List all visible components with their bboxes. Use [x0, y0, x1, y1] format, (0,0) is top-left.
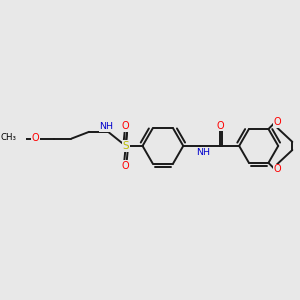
Text: NH: NH [196, 148, 210, 157]
Text: NH: NH [100, 122, 113, 131]
Text: O: O [31, 133, 39, 142]
Text: S: S [122, 141, 129, 151]
Text: CH₃: CH₃ [1, 133, 17, 142]
Text: O: O [217, 121, 224, 130]
Text: O: O [122, 161, 130, 171]
Text: O: O [273, 164, 281, 174]
Text: O: O [122, 121, 130, 131]
Text: O: O [273, 118, 281, 128]
